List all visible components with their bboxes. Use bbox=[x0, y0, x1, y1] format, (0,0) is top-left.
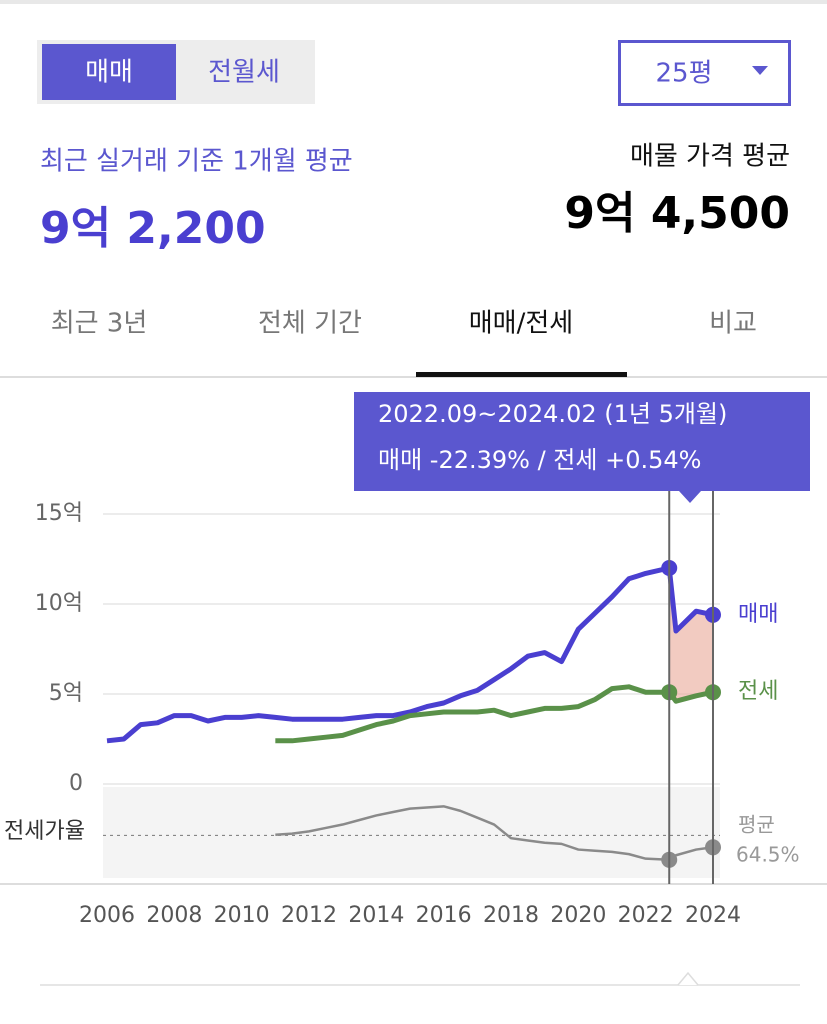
x-tick-label: 2024 bbox=[685, 903, 741, 928]
period-tab[interactable]: 최근 3년 bbox=[51, 309, 148, 339]
x-tick-label: 2022 bbox=[618, 903, 674, 928]
top-bar bbox=[0, 0, 827, 4]
period-tab[interactable]: 전체 기간 bbox=[258, 309, 362, 339]
x-tick-label: 2006 bbox=[79, 903, 135, 928]
x-tick-label: 2008 bbox=[146, 903, 202, 928]
x-tick-label: 2012 bbox=[281, 903, 337, 928]
notch bbox=[677, 971, 699, 986]
divider bbox=[0, 376, 827, 378]
x-tick-label: 2014 bbox=[348, 903, 404, 928]
divider bbox=[0, 883, 827, 885]
listing-value: 9억 4,500 bbox=[564, 188, 790, 239]
range-fill bbox=[669, 568, 713, 702]
toggle-option[interactable]: 매매 bbox=[85, 58, 133, 88]
period-tab[interactable]: 비교 bbox=[709, 309, 757, 339]
y-tick-label: 10억 bbox=[35, 591, 83, 616]
size-select-text[interactable]: 25평 bbox=[655, 59, 712, 89]
tooltip-text: 2022.09~2024.02 (1년 5개월) bbox=[378, 400, 727, 428]
legend-label: 전세 bbox=[738, 679, 778, 704]
toggle-active[interactable] bbox=[42, 44, 176, 100]
x-tick-label: 2018 bbox=[483, 903, 539, 928]
tab-underline bbox=[416, 372, 627, 377]
y-tick-label: 15억 bbox=[35, 501, 83, 526]
tooltip-text: 매매 -22.39% / 전세 +0.54% bbox=[378, 446, 701, 474]
average-value: 64.5% bbox=[736, 843, 800, 867]
x-tick-label: 2016 bbox=[416, 903, 472, 928]
series-line bbox=[106, 565, 714, 744]
series-line bbox=[275, 684, 714, 744]
recent-label: 최근 실거래 기준 1개월 평균 bbox=[40, 147, 353, 177]
y-tick-label: 0 bbox=[69, 771, 83, 796]
ratio-band bbox=[103, 787, 720, 878]
chart: 0 5억 10억 15억 2006 2008 2010 2012 2014 2016 2018 202… bbox=[4, 491, 800, 928]
legend-label: 전세가율 bbox=[4, 819, 85, 844]
recent-value: 9억 2,200 bbox=[40, 203, 266, 254]
tooltip bbox=[354, 392, 810, 503]
divider bbox=[40, 984, 800, 986]
x-tick-label: 2010 bbox=[214, 903, 270, 928]
dropdown-arrow bbox=[752, 66, 768, 75]
average-label: 평균 bbox=[738, 813, 775, 837]
y-tick-label: 5억 bbox=[49, 681, 83, 706]
period-tab[interactable]: 매매/전세 bbox=[469, 309, 573, 339]
legend-label: 매매 bbox=[738, 602, 778, 627]
listing-label: 매물 가격 평균 bbox=[630, 142, 790, 172]
series-line bbox=[275, 805, 714, 862]
x-tick-label: 2020 bbox=[550, 903, 606, 928]
toggle-option[interactable]: 전월세 bbox=[208, 58, 280, 88]
